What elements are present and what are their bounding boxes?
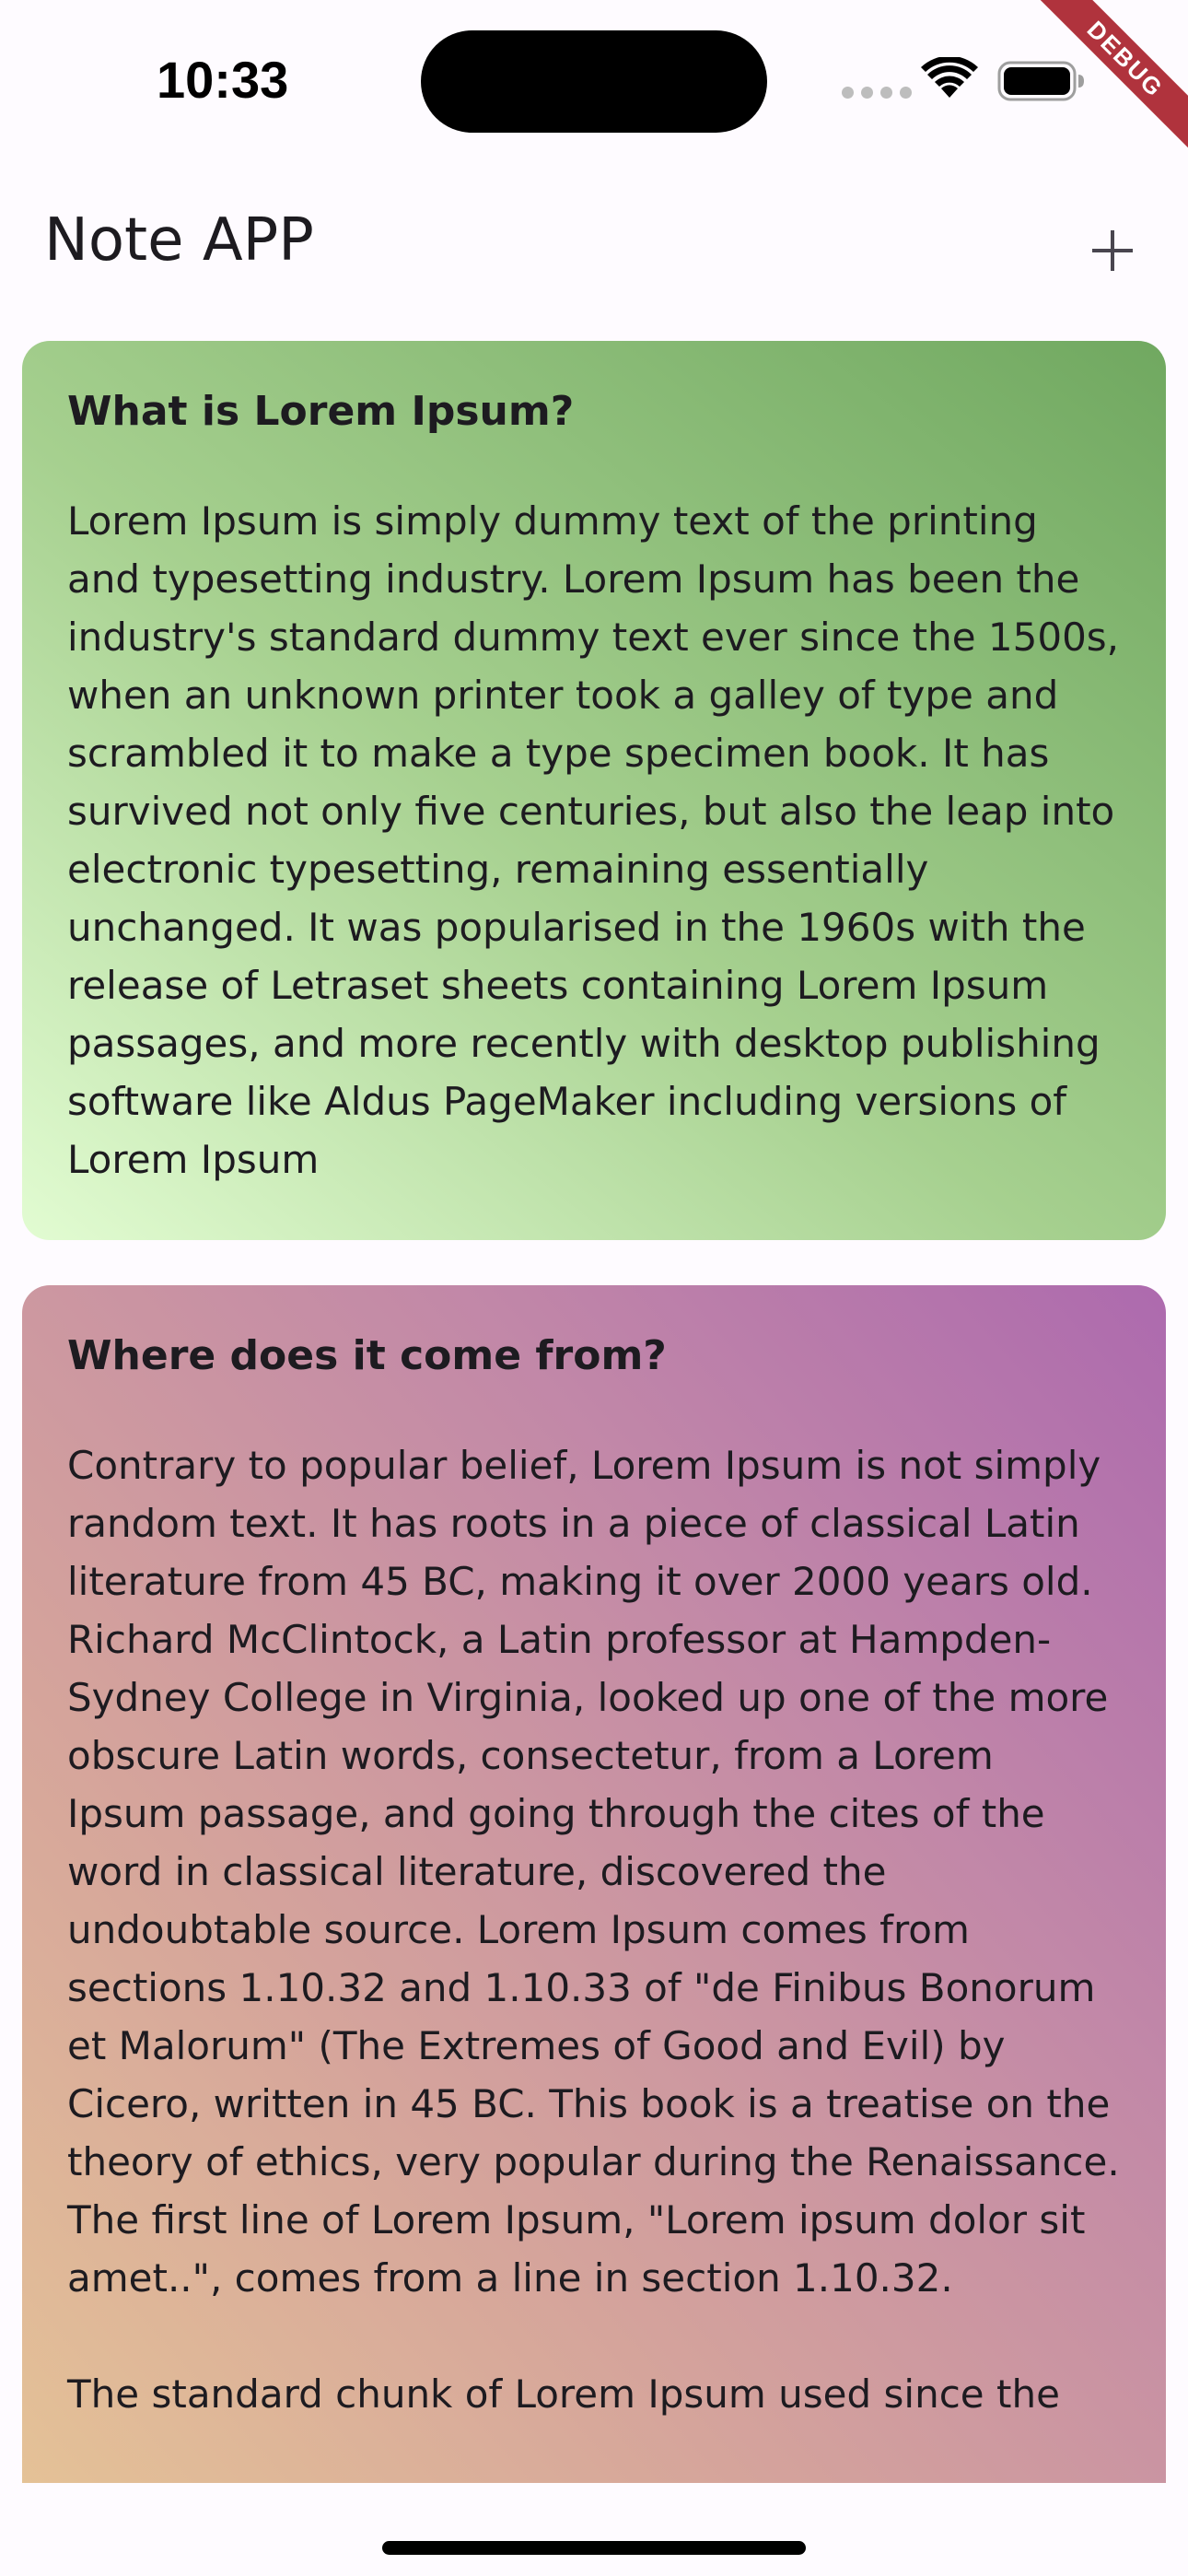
home-indicator[interactable] — [382, 2541, 806, 2555]
note-body: Lorem Ipsum is simply dummy text of the … — [67, 498, 1132, 1182]
notes-list[interactable]: What is Lorem Ipsum? Lorem Ipsum is simp… — [0, 341, 1188, 2483]
note-title: Where does it come from? — [67, 1332, 667, 1379]
note-body: Contrary to popular belief, Lorem Ipsum … — [67, 1443, 1120, 2417]
app-title: Note APP — [44, 206, 314, 275]
plus-icon — [1092, 230, 1133, 271]
note-card[interactable]: Where does it come from? Contrary to pop… — [22, 1285, 1166, 2483]
note-title: What is Lorem Ipsum? — [67, 388, 575, 435]
signal-dots-icon — [842, 87, 912, 99]
status-bar: 10:33 — [0, 0, 1188, 157]
dynamic-island — [421, 30, 767, 133]
status-time: 10:33 — [157, 51, 289, 109]
app-bar: Note APP — [0, 175, 1188, 304]
note-card[interactable]: What is Lorem Ipsum? Lorem Ipsum is simp… — [22, 341, 1166, 1240]
wifi-icon — [921, 57, 978, 98]
add-note-button[interactable] — [1068, 206, 1157, 295]
battery-icon — [997, 61, 1084, 101]
